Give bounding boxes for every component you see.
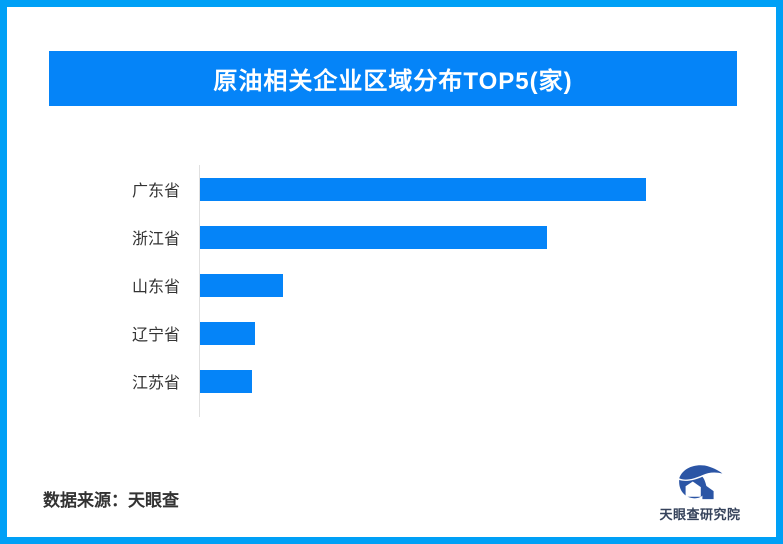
bar-row: 山东省 <box>49 261 689 309</box>
bar-track <box>200 225 646 249</box>
bar-label: 山东省 <box>131 279 180 296</box>
chart-title: 原油相关企业区域分布TOP5(家) <box>213 68 573 95</box>
bar <box>200 273 284 297</box>
bar-label: 江苏省 <box>131 375 180 392</box>
bar-chart: 广东省浙江省山东省辽宁省江苏省 <box>49 165 689 417</box>
bar-label: 广东省 <box>131 183 180 200</box>
data-source-label: 数据来源：天眼查 <box>43 491 179 510</box>
y-axis-line <box>199 165 200 417</box>
bar-row: 广东省 <box>49 165 689 213</box>
bar <box>200 225 547 249</box>
bar-row: 辽宁省 <box>49 309 689 357</box>
bar-track <box>200 321 646 345</box>
bar <box>200 177 646 201</box>
bar-label: 辽宁省 <box>131 327 180 344</box>
bar-label: 浙江省 <box>131 231 180 248</box>
tianyancha-eye-icon <box>679 465 723 500</box>
chart-title-banner: 原油相关企业区域分布TOP5(家) <box>49 51 737 106</box>
tianyancha-logo: 天眼查研究院 <box>652 462 748 523</box>
bar-row: 浙江省 <box>49 213 689 261</box>
bar-track <box>200 369 646 393</box>
bar-row: 江苏省 <box>49 357 689 405</box>
bar-chart-rows: 广东省浙江省山东省辽宁省江苏省 <box>49 165 689 405</box>
bar <box>200 369 253 393</box>
bar <box>200 321 256 345</box>
tianyancha-logo-wordmark: 天眼查研究院 <box>659 507 741 522</box>
bar-track <box>200 177 646 201</box>
bar-track <box>200 273 646 297</box>
